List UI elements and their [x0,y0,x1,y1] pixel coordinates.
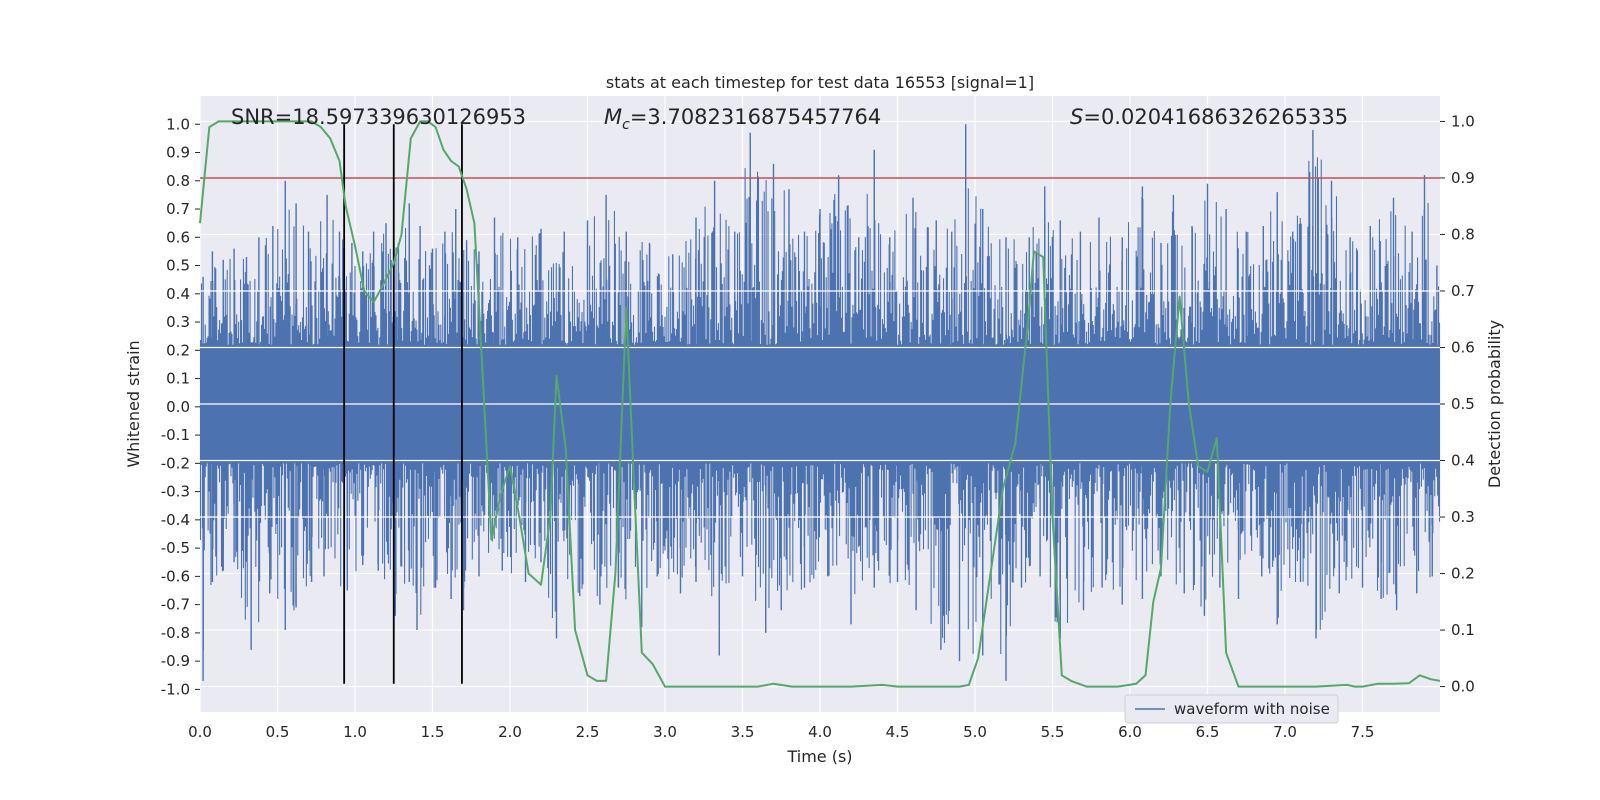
y2-tick-label: 1.0 [1451,112,1475,130]
x-tick-label: 6.0 [1118,723,1142,741]
x-tick-label: 7.5 [1351,723,1375,741]
mc-symbol: M [604,105,622,129]
y-tick-label: 0.2 [166,341,190,359]
x-tick-label: 2.5 [576,723,600,741]
x-tick-label: 3.5 [731,723,755,741]
y2-tick-label: 0.7 [1451,282,1475,300]
x-tick-label: 7.0 [1273,723,1297,741]
y2-tick-label: 0.1 [1451,621,1475,639]
y-tick-label: 0.9 [166,144,190,162]
x-axis-ticks: 0.0 0.5 1.0 1.5 2.0 2.5 3.0 3.5 4.0 4.5 5.0 5.5 6.0 6… [188,723,1374,741]
snr-annotation: SNR=18.597339630126953 [231,105,526,129]
x-tick-label: 4.0 [808,723,832,741]
y-tick-label: -0.3 [161,483,190,501]
s-annotation: S=0.02041686326265335 [1070,105,1348,129]
x-tick-label: 5.5 [1041,723,1065,741]
waveform-core [200,350,1440,464]
y-axis-ticks: 1.0 0.9 0.8 0.7 0.6 0.5 0.4 0.3 0.2 0.1 0.0 -0.1 -0.… [161,115,200,698]
y-tick-label: -0.6 [161,567,190,585]
y-tick-label: -0.2 [161,454,190,472]
y-tick-label: 0.1 [166,370,190,388]
y2-axis-label: Detection probability [1485,320,1504,488]
y-tick-label: 0.5 [166,257,190,275]
x-tick-label: 1.5 [421,723,445,741]
y2-axis-ticks: 1.0 0.9 0.8 0.7 0.6 0.5 0.4 0.3 0.2 0.1 0.0 [1440,112,1475,696]
x-tick-label: 0.0 [188,723,212,741]
y2-tick-label: 0.8 [1451,225,1475,243]
y-tick-label: 0.6 [166,228,190,246]
y-axis-label: Whitened strain [124,340,143,467]
y-tick-label: -1.0 [161,680,190,698]
y2-tick-label: 0.3 [1451,508,1475,526]
y-tick-label: 0.7 [166,200,190,218]
x-tick-label: 4.5 [886,723,910,741]
y-tick-label: -0.9 [161,652,190,670]
y-tick-label: -0.8 [161,624,190,642]
y2-tick-label: 0.4 [1451,452,1475,470]
x-axis-label: Time (s) [786,747,852,766]
legend: waveform with noise [1124,694,1339,724]
probability-line [199,120,1441,688]
y-tick-label: 0.8 [166,172,190,190]
mc-subscript: c [622,117,630,133]
chart-title: stats at each timestep for test data 165… [606,73,1034,92]
chirp-mass-annotation: Mc=3.7082316875457764 [604,105,881,133]
x-tick-label: 2.0 [498,723,522,741]
mc-value: =3.7082316875457764 [630,105,881,129]
s-symbol: S [1070,105,1083,129]
y2-tick-label: 0.0 [1451,678,1475,696]
y2-tick-label: 0.6 [1451,338,1475,356]
y2-tick-label: 0.9 [1451,169,1475,187]
y2-tick-label: 0.2 [1451,565,1475,583]
y-tick-label: -0.7 [161,596,190,614]
vertical-markers [343,124,463,684]
y2-tick-label: 0.5 [1451,395,1475,413]
x-tick-label: 1.0 [343,723,367,741]
s-value: =0.02041686326265335 [1083,105,1348,129]
waveform-series [199,124,1441,681]
x-tick-label: 3.0 [653,723,677,741]
legend-label: waveform with noise [1174,700,1330,718]
y-tick-label: -0.1 [161,426,190,444]
x-tick-label: 0.5 [266,723,290,741]
probability-series [199,120,1441,688]
y-tick-label: -0.4 [161,511,190,529]
y-tick-label: 0.0 [166,398,190,416]
y-tick-label: 0.4 [166,285,190,303]
legend-box [1124,694,1339,724]
y-tick-label: 1.0 [166,115,190,133]
y-tick-label: 0.3 [166,313,190,331]
x-tick-label: 6.5 [1196,723,1220,741]
y-tick-label: -0.5 [161,539,190,557]
x-tick-label: 5.0 [963,723,987,741]
